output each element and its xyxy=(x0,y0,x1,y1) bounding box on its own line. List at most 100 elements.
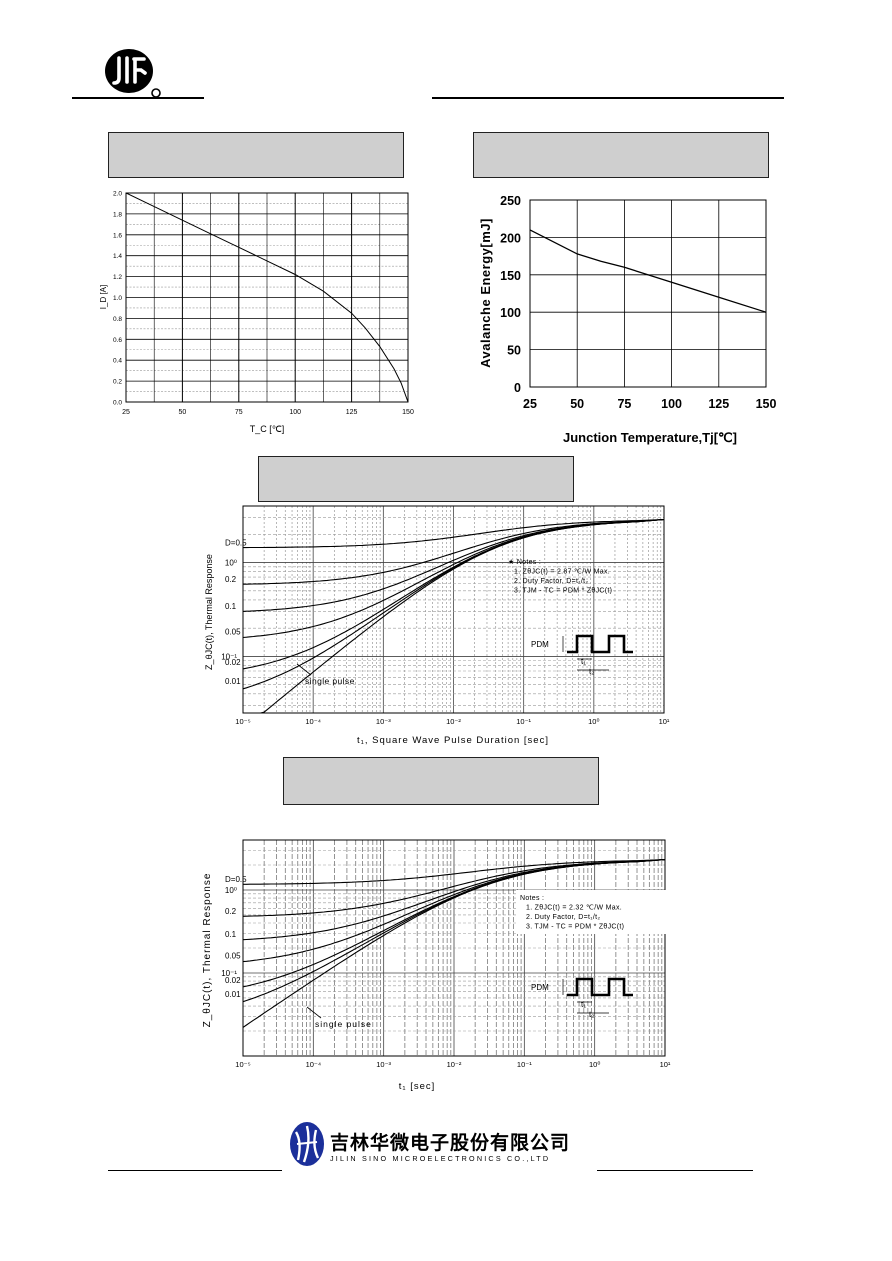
chart1-y-tick-label: 1.6 xyxy=(113,232,122,239)
footer-rule-left xyxy=(108,1170,282,1171)
chart3-label-d-0.02: 0.02 xyxy=(225,658,241,667)
chart1-grid xyxy=(126,193,408,402)
chart3-pdm-label: PDM xyxy=(531,640,549,649)
chart4-t2-label: t₂ xyxy=(589,1010,594,1019)
chart3-ylabel: Z_θJC(t), Thermal Response xyxy=(204,554,214,670)
chart3-single-pulse-pointer xyxy=(296,663,312,676)
chart2-x-tick-label: 100 xyxy=(661,397,682,411)
company-name-cn: 吉林华微电子股份有限公司 xyxy=(330,1132,571,1154)
chart3-pulse-waveform xyxy=(567,634,633,654)
chart1-y-tick-label: 0.0 xyxy=(113,400,122,407)
chart4-label-d-0.2: 0.2 xyxy=(225,907,237,916)
chart1-y-tick-label: 0.8 xyxy=(113,316,122,323)
chart4-label-d-0.5: D=0.5 xyxy=(225,875,247,884)
chart4-curve-d-0.5 xyxy=(243,859,666,885)
chart2-x-tick-label: 50 xyxy=(570,397,584,411)
chart4-label-d-0.05: 0.05 xyxy=(225,952,241,961)
chart1-y-tick-label: 1.2 xyxy=(113,274,122,281)
chart4-x-tick-label: 10⁻⁵ xyxy=(235,1060,250,1069)
chart3-x-tick-label: 10⁻³ xyxy=(376,717,391,726)
chart3-x-tick-label: 10⁻¹ xyxy=(516,717,531,726)
chart2-x-tick-label: 75 xyxy=(617,397,631,411)
chart4-xlabel: t₁ [sec] xyxy=(399,1081,436,1092)
chart4-label-d-0.02: 0.02 xyxy=(225,976,241,985)
header-rule-left xyxy=(72,97,204,99)
chart1-x-tick-label: 25 xyxy=(122,409,130,416)
chart4-note-line: 3. TJM - TC = PDM * ZθJC(t) xyxy=(526,924,624,931)
chart4-label-d-0.01: 0.01 xyxy=(225,990,241,999)
chart3-xlabel: t₁, Square Wave Pulse Duration [sec] xyxy=(357,735,549,746)
chart2-y-tick-label: 200 xyxy=(500,231,521,245)
chart2-x-tick-label: 25 xyxy=(523,397,537,411)
chart4-y-tick-label: 10⁻¹ xyxy=(221,969,237,978)
chart3-curve-d-0.5 xyxy=(243,518,665,549)
jilin-sino-logo xyxy=(105,49,161,98)
chart4-x-tick-label: 10⁻¹ xyxy=(517,1060,532,1069)
chart2-y-tick-label: 50 xyxy=(507,344,521,358)
chart1-title-box xyxy=(108,132,404,178)
chart2-grid xyxy=(530,200,766,387)
chart1-ylabel: I_D [A] xyxy=(99,285,108,309)
chart2-x-tick-label: 150 xyxy=(756,397,777,411)
chart2-x-tick-label: 125 xyxy=(708,397,729,411)
chart3-t2-label: t₂ xyxy=(589,667,594,676)
chart1-y-tick-label: 1.0 xyxy=(113,295,122,302)
chart3-label-d-0.2: 0.2 xyxy=(225,575,237,584)
chart1-series-line xyxy=(125,192,409,403)
chart4-x-tick-label: 10⁻³ xyxy=(376,1060,391,1069)
chart3-grid xyxy=(243,506,664,713)
chart4-notes-box xyxy=(516,890,666,934)
chart3-note-line: 2. Duty Factor, D=t₁/t₂ xyxy=(514,578,588,585)
chart4-y-tick-label: 10⁰ xyxy=(225,886,237,895)
chart3-note-line: ★ Notes : xyxy=(508,558,541,566)
chart1-x-tick-label: 125 xyxy=(346,409,358,416)
chart2-y-tick-label: 150 xyxy=(500,269,521,283)
chart3-y-tick-label: 10⁰ xyxy=(225,559,237,568)
chart4-curve-d-0.2 xyxy=(242,859,666,917)
chart1-y-tick-label: 0.4 xyxy=(113,358,122,365)
chart3-x-tick-label: 10⁻² xyxy=(446,717,461,726)
chart4-x-tick-label: 10⁰ xyxy=(589,1060,600,1069)
chart1-y-tick-label: 1.4 xyxy=(113,253,122,260)
transient-thermal-response-chart-2: 10⁻⁵ 10⁻⁴ 10⁻³ 10⁻² 10⁻¹ 10⁰ 10¹ 10⁰ 10⁻¹ D=0.5 0… xyxy=(202,839,671,1092)
chart3-note-line: 3. TJM - TC = PDM * ZθJC(t) xyxy=(514,588,612,595)
footer: 吉林华微电子股份有限公司 JILIN SINO MICROELECTRONICS… xyxy=(0,1110,892,1180)
drain-current-vs-case-temperature-chart: 25 50 75 100 125 150 0.0 0.2 0.4 0.6 0.8 1.0 1.2 1.4 1… xyxy=(99,191,414,435)
chart3-curve-single-pulse xyxy=(243,518,665,714)
chart3-x-tick-label: 10⁻⁵ xyxy=(235,717,250,726)
avalanche-energy-vs-junction-temperature-chart: 25 50 75 100 125 150 0 50 100 150 200 250 Avalanche… xyxy=(478,194,777,445)
chart3-label-d-0.05: 0.05 xyxy=(225,628,241,637)
chart3-x-tick-label: 10⁰ xyxy=(588,717,599,726)
chart4-title-box xyxy=(283,757,599,805)
chart4-note-line: 1. ZθJC(t) = 2.32 ℃/W Max. xyxy=(526,905,622,912)
chart4-ylabel: Z_θJC(t), Thermal Response xyxy=(202,873,213,1028)
chart3-x-tick-label: 10¹ xyxy=(659,717,670,726)
chart3-label-single-pulse: single pulse xyxy=(305,676,355,686)
chart4-plot-frame xyxy=(242,839,666,1057)
chart4-curve-single-pulse xyxy=(242,859,666,1028)
chart2-series-line xyxy=(529,229,767,313)
chart4-note-line: Notes : xyxy=(520,895,544,902)
chart3-note-line: 1. ZθJC(t) = 2.87 ℃/W Max. xyxy=(514,569,610,576)
chart4-x-tick-label: 10⁻² xyxy=(447,1060,462,1069)
chart1-plot-frame xyxy=(125,192,409,403)
chart3-y-tick-label: 10⁻¹ xyxy=(221,652,237,661)
chart3-label-d-0.5: D=0.5 xyxy=(225,539,247,548)
chart3-x-tick-label: 10⁻⁴ xyxy=(305,717,321,726)
chart4-pulse-waveform xyxy=(567,977,633,997)
chart1-y-tick-label: 0.6 xyxy=(113,337,122,344)
transient-thermal-response-chart-1: 10⁻⁵ 10⁻⁴ 10⁻³ 10⁻² 10⁻¹ 10⁰ 10¹ 10⁰ 10⁻¹ D=0.5 0… xyxy=(204,505,670,746)
company-logo-icon xyxy=(290,1122,324,1166)
chart2-ylabel: Avalanche Energy[mJ] xyxy=(478,218,493,368)
chart1-x-tick-label: 75 xyxy=(235,409,243,416)
chart2-y-tick-label: 0 xyxy=(514,381,521,395)
chart4-pdm-label: PDM xyxy=(531,983,549,992)
header xyxy=(0,0,892,110)
chart4-t1-label: t₁ xyxy=(581,1000,586,1009)
chart4-label-d-0.1: 0.1 xyxy=(225,930,237,939)
chart2-xlabel: Junction Temperature,Tj[℃] xyxy=(563,430,737,445)
chart3-t1-label: t₁ xyxy=(581,657,586,666)
header-rule-right xyxy=(432,97,784,99)
chart4-x-tick-label: 10⁻⁴ xyxy=(306,1060,322,1069)
chart3-label-d-0.1: 0.1 xyxy=(225,602,237,611)
